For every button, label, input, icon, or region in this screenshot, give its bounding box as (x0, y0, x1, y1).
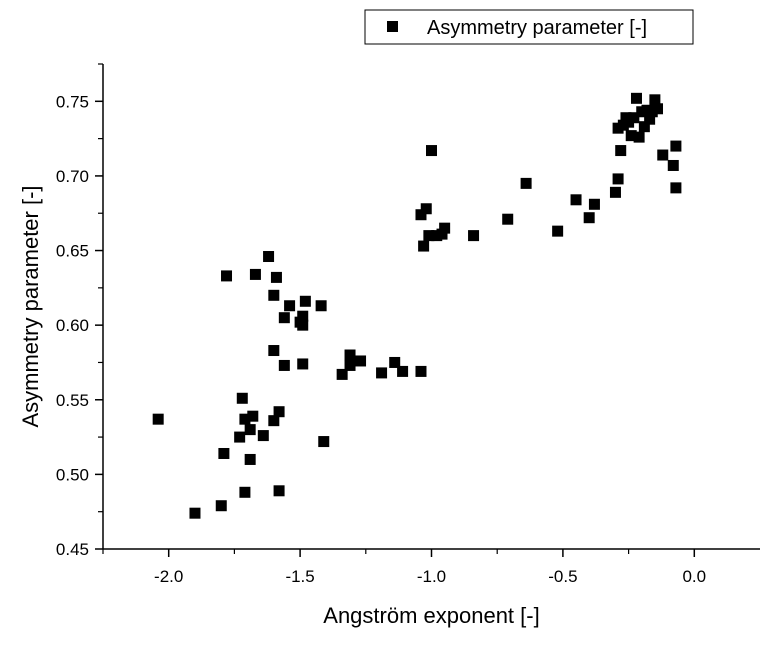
data-point (628, 112, 640, 124)
data-point (468, 230, 480, 242)
y-axis-title: Asymmetry parameter [-] (18, 185, 43, 427)
data-point (273, 406, 285, 418)
data-point (420, 203, 432, 215)
data-point (336, 368, 348, 380)
y-tick-label: 0.50 (56, 465, 89, 484)
data-point (649, 94, 661, 106)
data-point (415, 365, 427, 377)
data-point (376, 367, 388, 379)
data-point (644, 113, 656, 125)
y-tick-label: 0.45 (56, 540, 89, 559)
data-point (273, 485, 285, 497)
data-point (439, 222, 451, 234)
data-point (552, 225, 564, 237)
data-point (268, 415, 280, 427)
data-point (638, 121, 650, 133)
data-point (268, 345, 280, 357)
data-point (297, 319, 309, 331)
y-tick-label: 0.65 (56, 242, 89, 261)
data-point (278, 312, 290, 324)
data-point (218, 447, 230, 459)
y-tick-label: 0.70 (56, 167, 89, 186)
x-tick-label: -0.5 (548, 567, 577, 586)
legend-label: Asymmetry parameter [-] (427, 17, 647, 39)
data-point (397, 365, 409, 377)
data-point (268, 289, 280, 301)
data-point (583, 212, 595, 224)
data-point (570, 194, 582, 206)
x-tick-label: 0.0 (682, 567, 706, 586)
y-axis-ticks: 0.45 0.50 0.55 0.60 0.65 0.70 0.75 (56, 63, 103, 559)
data-point (389, 356, 401, 368)
data-point (657, 149, 669, 161)
data-point (263, 251, 275, 263)
data-point (318, 436, 330, 448)
data-point (236, 392, 248, 404)
data-point (247, 410, 259, 422)
data-point (221, 270, 233, 282)
data-point (355, 355, 367, 367)
data-point (278, 359, 290, 371)
data-point (633, 131, 645, 143)
data-point (152, 413, 164, 425)
data-point (244, 453, 256, 465)
data-point (284, 300, 296, 312)
x-tick-label: -2.0 (154, 567, 183, 586)
data-point (670, 140, 682, 152)
data-point (257, 430, 269, 442)
data-point (630, 92, 642, 104)
legend-marker-square (387, 21, 398, 32)
data-point (652, 103, 664, 115)
data-point (299, 295, 311, 307)
data-point (615, 145, 627, 157)
data-point (588, 198, 600, 210)
data-point (315, 300, 327, 312)
y-tick-label: 0.55 (56, 391, 89, 410)
data-point (667, 159, 679, 171)
data-point (239, 486, 251, 498)
axes (102, 64, 760, 550)
data-point (189, 507, 201, 519)
x-tick-label: -1.5 (285, 567, 314, 586)
data-point (418, 240, 430, 252)
y-tick-label: 0.60 (56, 316, 89, 335)
legend: Asymmetry parameter [-] (364, 9, 694, 45)
data-point (625, 130, 637, 142)
x-axis-ticks: -2.0 -1.5 -1.0 -0.5 0.0 (102, 549, 706, 586)
legend-box (364, 9, 694, 45)
data-point (270, 271, 282, 283)
data-point (415, 209, 427, 221)
data-point (215, 500, 227, 512)
x-axis-title: Angström exponent [-] (323, 603, 539, 628)
data-point (244, 424, 256, 436)
data-points (152, 92, 682, 519)
data-point (344, 359, 356, 371)
data-point (502, 213, 514, 225)
data-point (297, 358, 309, 370)
data-point (520, 177, 532, 189)
data-point (234, 431, 246, 443)
data-point (609, 186, 621, 198)
data-point (436, 228, 448, 240)
data-point (344, 349, 356, 361)
data-point (249, 268, 261, 280)
data-point (239, 413, 251, 425)
y-tick-label: 0.75 (56, 92, 89, 111)
data-point (670, 182, 682, 194)
data-point (612, 173, 624, 185)
data-point (423, 230, 435, 242)
data-point (297, 310, 309, 322)
data-point (426, 145, 437, 157)
x-tick-label: -1.0 (417, 567, 446, 586)
